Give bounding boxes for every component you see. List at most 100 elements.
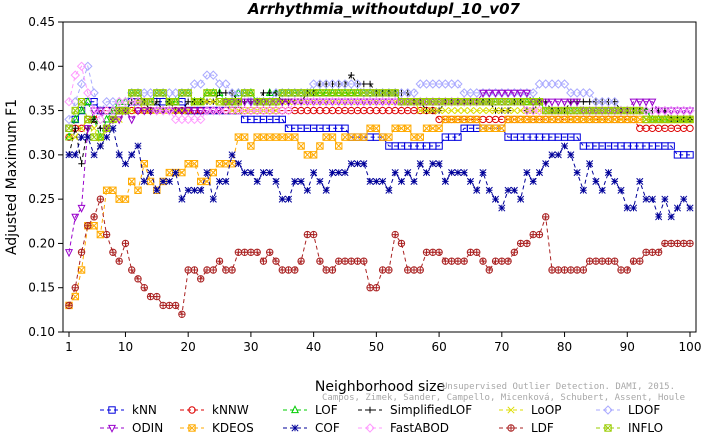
point-ldf	[397, 239, 406, 248]
point-ldof	[421, 79, 432, 89]
series-line-cof	[69, 127, 691, 219]
point-cof	[278, 195, 286, 203]
point-simplifiedlof	[366, 80, 374, 88]
point-fastabod	[183, 114, 193, 125]
legend-label-ldf: LDF	[531, 421, 554, 434]
point-cof	[448, 169, 456, 177]
legend-item-lof: LOF	[283, 403, 338, 417]
point-inflo	[102, 124, 111, 132]
point-lof	[591, 105, 600, 114]
point-loop	[479, 107, 487, 115]
point-kdeos	[309, 151, 318, 159]
point-ldf	[636, 257, 644, 265]
legend-marker-knnw	[188, 406, 196, 414]
point-ldf	[309, 230, 318, 239]
point-cof	[140, 177, 148, 185]
y-tick-label: 0.20	[28, 236, 55, 250]
point-inflo	[516, 98, 525, 106]
point-odin	[359, 98, 368, 107]
point-odin	[328, 98, 337, 107]
point-inflo	[90, 133, 98, 141]
point-odin	[334, 98, 343, 107]
point-fastabod	[346, 97, 356, 107]
point-loop	[71, 133, 79, 141]
point-odin	[585, 107, 594, 116]
point-ldof	[528, 88, 538, 98]
point-lof	[234, 87, 243, 96]
point-ldf	[316, 257, 324, 265]
point-ldof	[428, 79, 438, 89]
point-fastabod	[252, 105, 262, 116]
point-cof	[84, 133, 92, 141]
point-cof	[128, 151, 136, 159]
point-fastabod	[227, 105, 237, 116]
x-tick-label: 70	[494, 340, 509, 354]
point-fastabod	[321, 97, 331, 107]
point-odin	[133, 107, 143, 116]
point-ldf	[573, 266, 581, 274]
point-lof	[340, 87, 350, 96]
legend-item-inflo: INFLO	[596, 421, 663, 434]
point-odin	[598, 107, 607, 116]
point-odin	[315, 98, 324, 107]
point-lof	[660, 114, 669, 123]
point-cof	[473, 186, 481, 194]
legend-label-knnw: kNNW	[212, 403, 249, 417]
point-ldof	[403, 88, 413, 98]
point-odin	[271, 98, 281, 107]
point-kdeos	[435, 124, 443, 132]
point-ldf	[673, 239, 682, 248]
point-ldf	[71, 284, 79, 292]
point-ldf	[460, 257, 468, 265]
point-lof	[71, 114, 80, 123]
point-odin	[77, 204, 86, 213]
point-odin	[177, 107, 186, 116]
x-tick-label: 90	[620, 340, 635, 354]
point-cof	[347, 160, 355, 168]
point-ldf	[416, 266, 424, 274]
point-knn	[435, 142, 443, 150]
point-cof	[598, 186, 606, 194]
point-cof	[655, 213, 663, 221]
point-cof	[284, 195, 293, 203]
series-line-ldf	[68, 197, 690, 316]
x-tick-label: 80	[557, 340, 572, 354]
point-ldf	[190, 266, 199, 274]
point-lof	[541, 105, 550, 114]
point-ldf	[222, 266, 230, 274]
point-ldf	[353, 257, 362, 265]
x-tick-label: 100	[679, 340, 702, 354]
point-lof	[115, 96, 124, 105]
series-line-knnw	[68, 110, 690, 138]
point-odin	[673, 107, 682, 116]
point-cof	[291, 177, 299, 185]
point-ldof	[578, 88, 589, 98]
legend-marker-simplifiedlof	[366, 406, 374, 414]
point-fastabod	[95, 114, 106, 125]
point-odin	[403, 98, 412, 107]
point-lof	[504, 96, 513, 105]
point-ldf	[228, 266, 236, 274]
point-lof	[64, 132, 74, 141]
point-cof	[215, 177, 224, 185]
point-odin	[685, 107, 695, 116]
point-cof	[372, 177, 380, 185]
point-kdeos	[404, 124, 412, 132]
point-kdeos	[322, 133, 330, 141]
point-fastabod	[277, 105, 287, 116]
point-odin	[83, 125, 92, 134]
point-ldf	[184, 266, 192, 274]
point-ldf	[90, 213, 98, 221]
point-simplifiedlof	[72, 125, 79, 132]
series-odin	[64, 89, 695, 258]
point-odin	[240, 98, 249, 107]
point-odin	[391, 98, 400, 107]
point-ldof	[534, 79, 545, 89]
point-fastabod	[221, 105, 231, 116]
point-ldf	[623, 266, 631, 274]
legend-marker-inflo	[604, 424, 612, 432]
point-fastabod	[271, 105, 281, 116]
point-ldf	[366, 284, 374, 292]
point-cof	[96, 142, 104, 150]
point-ldof	[227, 88, 237, 98]
